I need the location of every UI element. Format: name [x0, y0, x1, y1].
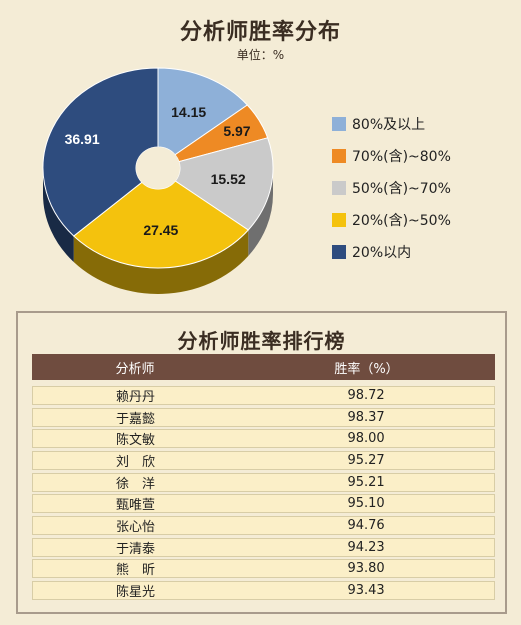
- win-rate-value: 94.76: [347, 517, 385, 533]
- legend-item: 50%(含)~70%: [332, 172, 512, 204]
- analyst-name: 甄唯萱: [116, 498, 156, 514]
- analyst-name: 于嘉懿: [116, 411, 156, 427]
- pie-chart: 14.15 5.97 15.52 27.45 36.91: [42, 67, 274, 294]
- win-rate-value: 93.80: [347, 561, 385, 577]
- win-rate-value: 98.00: [347, 431, 385, 447]
- win-rate-value: 93.43: [347, 582, 385, 598]
- header-analyst: 分析师: [115, 361, 155, 377]
- pie-legend: 80%及以上 70%(含)~80% 50%(含)~70% 20%(含)~50% 20%以…: [332, 108, 512, 268]
- table-row: 陈星光 93.43: [32, 580, 495, 600]
- legend-label: 20%(含)~50%: [352, 213, 451, 229]
- table-row: 于清泰 94.23: [32, 537, 495, 557]
- legend-item: 80%及以上: [332, 108, 512, 140]
- pie-side-walls: [43, 168, 273, 294]
- table-row: 刘 欣 95.27: [32, 450, 495, 470]
- table-row: 徐 洋 95.21: [32, 472, 495, 492]
- analyst-name: 张心怡: [116, 519, 156, 535]
- pie-side-wall: [248, 168, 273, 256]
- ranking-table-header: 分析师 胜率（%）: [32, 354, 495, 380]
- ranking-panel: 分析师胜率排行榜 分析师 胜率（%） 赖丹丹 98.72 于嘉懿 98.37 陈文敏 98…: [16, 311, 507, 614]
- legend-swatch: [332, 149, 346, 163]
- legend-label: 50%(含)~70%: [352, 181, 451, 197]
- pie-chart-unit: 单位：%: [236, 48, 285, 62]
- analyst-name: 刘 欣: [116, 454, 156, 470]
- pie-data-label: 15.52: [211, 171, 246, 187]
- win-rate-value: 95.21: [347, 474, 385, 490]
- legend-item: 20%以内: [332, 236, 512, 268]
- ranking-title: 分析师胜率排行榜: [177, 329, 346, 353]
- legend-item: 20%(含)~50%: [332, 204, 512, 236]
- analyst-name: 陈文敏: [116, 433, 156, 449]
- pie-data-label: 36.91: [65, 131, 100, 147]
- pie-side-wall: [43, 168, 74, 263]
- legend-swatch: [332, 213, 346, 227]
- table-row: 熊 昕 93.80: [32, 559, 495, 579]
- analyst-name: 于清泰: [116, 541, 156, 557]
- legend-swatch: [332, 245, 346, 259]
- pie-slice: [157, 67, 249, 156]
- pie-data-label: 14.15: [171, 104, 206, 120]
- table-row: 陈文敏 98.00: [32, 429, 495, 449]
- legend-label: 70%(含)~80%: [352, 149, 451, 165]
- pie-data-label: 5.97: [223, 123, 250, 139]
- win-rate-value: 94.23: [347, 539, 385, 555]
- win-rate-value: 98.37: [347, 409, 385, 425]
- pie-data-label: 27.45: [143, 222, 178, 238]
- table-row: 甄唯萱 95.10: [32, 494, 495, 514]
- analyst-name: 徐 洋: [116, 476, 156, 492]
- win-rate-value: 98.72: [347, 388, 385, 403]
- win-rate-value: 95.27: [347, 452, 385, 468]
- analyst-name: 熊 昕: [116, 563, 156, 579]
- win-rate-value: 95.10: [347, 496, 385, 512]
- legend-label: 80%及以上: [352, 117, 426, 133]
- table-row: 赖丹丹 98.72: [32, 386, 495, 405]
- legend-label: 20%以内: [352, 245, 412, 261]
- pie-center-hole: [136, 147, 180, 189]
- legend-swatch: [332, 117, 346, 131]
- table-row: 于嘉懿 98.37: [32, 407, 495, 427]
- pie-chart-title: 分析师胜率分布: [179, 20, 341, 45]
- table-row: 张心怡 94.76: [32, 515, 495, 535]
- legend-item: 70%(含)~80%: [332, 140, 512, 172]
- pie-side-wall: [73, 229, 249, 294]
- analyst-name: 陈星光: [116, 584, 156, 600]
- legend-swatch: [332, 181, 346, 195]
- header-win-rate: 胜率（%）: [334, 361, 399, 377]
- ranking-table-body: 赖丹丹 98.72 于嘉懿 98.37 陈文敏 98.00 刘 欣 95.27 徐 洋 95.21…: [32, 386, 495, 603]
- analyst-name: 赖丹丹: [116, 390, 156, 405]
